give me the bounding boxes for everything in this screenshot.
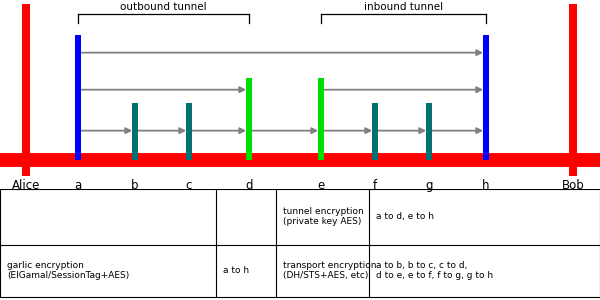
Text: transport encryption
(DH/STS+AES, etc): transport encryption (DH/STS+AES, etc) [283,261,377,280]
Text: inbound tunnel: inbound tunnel [364,2,443,12]
Bar [75,35,81,160]
Text: e: e [317,179,325,192]
Text: Bob: Bob [562,179,584,192]
Text: h: h [482,179,490,192]
Bar [22,4,29,176]
Text: a: a [74,179,82,192]
Text: b: b [131,179,139,192]
Text: Alice: Alice [11,179,40,192]
Bar [569,4,577,176]
Text: c: c [186,179,192,192]
Text: d: d [245,179,253,192]
Bar [133,103,138,160]
Text: a to h: a to h [223,266,250,275]
Text: a to b, b to c, c to d,
d to e, e to f, f to g, g to h: a to b, b to c, c to d, d to e, e to f, … [376,261,493,280]
Bar [246,78,252,160]
Bar [318,78,324,160]
Text: a to d, e to h: a to d, e to h [376,212,434,221]
Text: g: g [425,179,433,192]
Text: tunnel encryption
(private key AES): tunnel encryption (private key AES) [283,207,364,226]
Bar [187,103,192,160]
Text: outbound tunnel: outbound tunnel [120,2,207,12]
Bar [372,103,378,160]
Text: f: f [373,179,377,192]
Text: garlic encryption
(ElGamal/SessionTag+AES): garlic encryption (ElGamal/SessionTag+AE… [7,261,130,280]
Bar [483,35,489,160]
Bar [426,103,432,160]
